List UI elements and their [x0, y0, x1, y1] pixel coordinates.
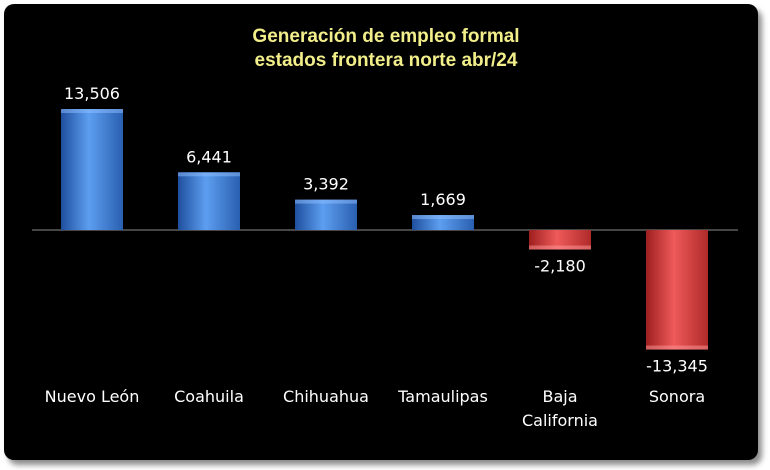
bar-1 [178, 172, 240, 230]
category-label-4: Baja California [522, 387, 598, 430]
category-label-1: Coahuila [174, 387, 244, 406]
chart-title-line-2: estados frontera norte abr/24 [255, 50, 518, 71]
data-label-0: 13,506 [64, 84, 120, 103]
bar-4 [529, 230, 591, 250]
bars-group: 13,506 Nuevo León 6,441 Coahuila 3,392 Chihua… [45, 84, 708, 430]
bar-highlight-2 [295, 199, 357, 204]
bar-0 [61, 109, 123, 230]
bar-highlight-5 [646, 345, 708, 350]
bar-highlight-0 [61, 109, 123, 113]
data-label-2: 3,392 [303, 175, 349, 194]
bar-highlight-1 [178, 172, 240, 177]
category-label-0: Nuevo León [45, 387, 140, 406]
data-label-3: 1,669 [420, 190, 466, 209]
category-label-2: Chihuahua [283, 387, 369, 406]
data-label-1: 6,441 [186, 147, 232, 166]
data-label-4: -2,180 [534, 257, 586, 276]
bar-2 [295, 199, 357, 230]
chart-frame: Generación de empleo formal estados fron… [4, 4, 758, 460]
bar-highlight-3 [412, 215, 474, 220]
category-label-5: Sonora [649, 387, 705, 406]
bar-highlight-4 [529, 245, 591, 250]
bar-5 [646, 230, 708, 350]
bar-chart: Generación de empleo formal estados fron… [32, 26, 738, 430]
data-label-5: -13,345 [646, 357, 708, 376]
category-label-3: Tamaulipas [397, 387, 488, 406]
chart-title-line-1: Generación de empleo formal [252, 26, 519, 47]
